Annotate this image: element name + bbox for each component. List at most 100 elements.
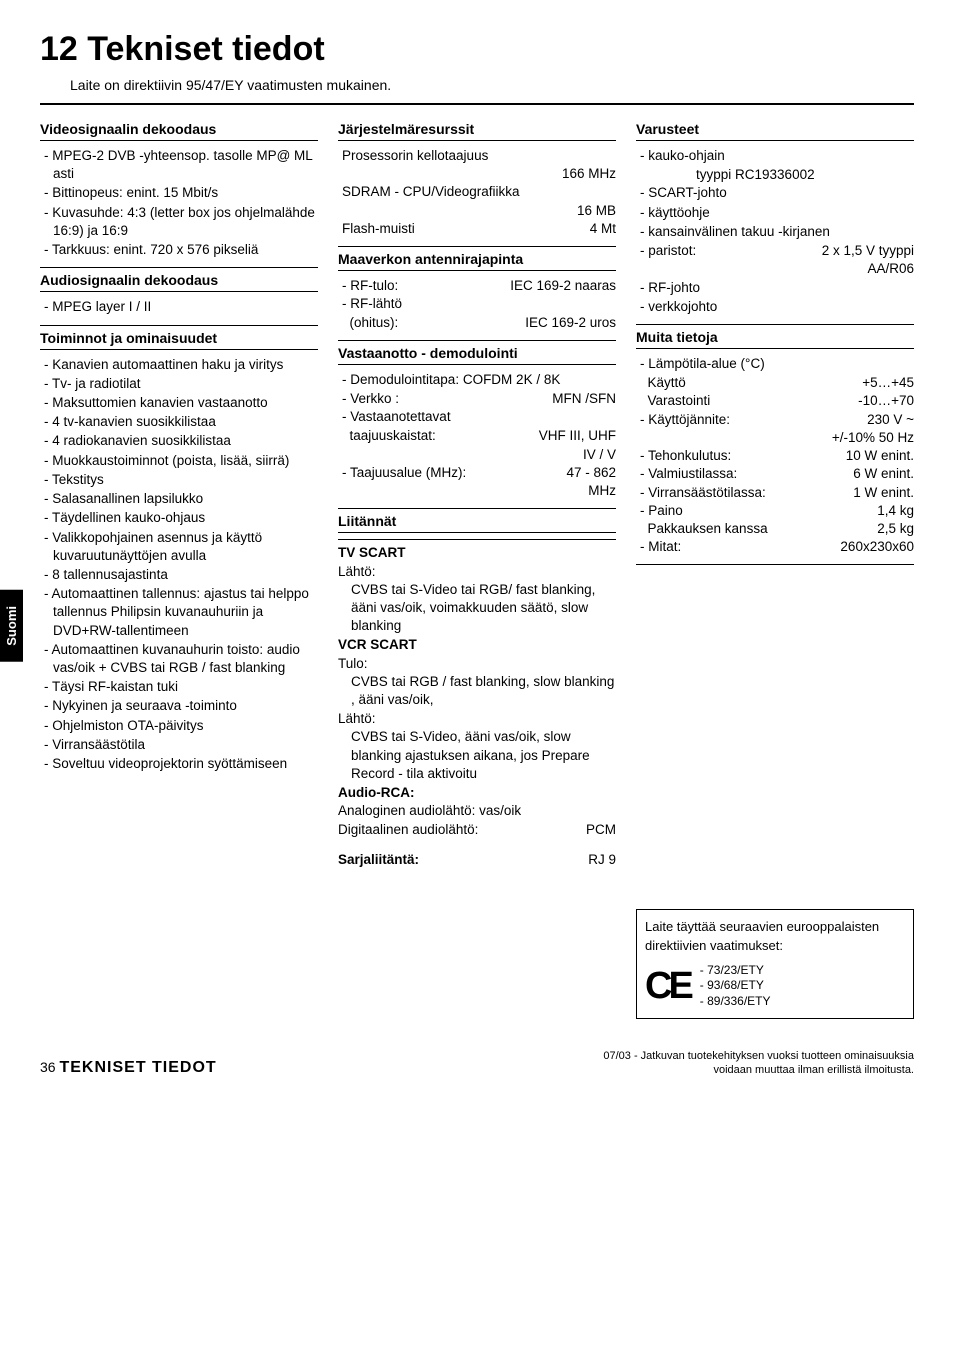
- label: Lähtö:: [338, 710, 616, 728]
- section-header: Liitännät: [338, 508, 616, 533]
- list-item: - verkkojohto: [636, 298, 914, 316]
- spec-row: - Tehonkulutus:10 W enint.: [636, 447, 914, 465]
- spec-row: Varastointi-10…+70: [636, 392, 914, 410]
- subheader: Audio-RCA:: [338, 784, 616, 802]
- spec-row: - Käyttöjännite:230 V ~: [636, 411, 914, 429]
- spec-row: 166 MHz: [338, 165, 616, 183]
- section-content: - kauko-ohjain tyyppi RC19336002 - SCART…: [636, 147, 914, 316]
- ce-mark-icon: CE: [645, 972, 690, 1001]
- list-item: - Tarkkuus: enint. 720 x 576 pikseliä: [40, 241, 318, 259]
- ce-item: - 73/23/ETY: [700, 963, 771, 979]
- list-item: - Tekstitys: [40, 471, 318, 489]
- section-content: TV SCART Lähtö: CVBS tai S-Video tai RGB…: [338, 539, 616, 869]
- page-subtitle: Laite on direktiivin 95/47/EY vaatimuste…: [70, 77, 914, 93]
- label: Tulo:: [338, 655, 616, 673]
- list-item: - Automaattinen tallennus: ajastus tai h…: [40, 585, 318, 640]
- list-item: - kansainvälinen takuu -kirjanen: [636, 223, 914, 241]
- page-title: 12 Tekniset tiedot: [40, 30, 914, 69]
- section-content: - MPEG-2 DVB -yhteensop. tasolle MP@ ML …: [40, 147, 318, 259]
- footer-note: voidaan muuttaa ilman erillistä ilmoitus…: [603, 1063, 914, 1077]
- list-item: - Ohjelmiston OTA-päivitys: [40, 717, 318, 735]
- column-1: Videosignaalin dekoodaus - MPEG-2 DVB -y…: [40, 115, 318, 1019]
- list-item: - MPEG layer I / II: [40, 298, 318, 316]
- list-item: - 8 tallennusajastinta: [40, 566, 318, 584]
- ce-text: Laite täyttää seuraavien eurooppalaisten…: [645, 918, 905, 954]
- separator-line: [40, 103, 914, 105]
- spec-row: Sarjaliitäntä: RJ 9: [338, 851, 616, 869]
- spec-row: - RF-lähtö: [338, 295, 616, 313]
- columns-container: Videosignaalin dekoodaus - MPEG-2 DVB -y…: [40, 115, 914, 1019]
- list-item: - 4 radiokanavien suosikkilistaa: [40, 432, 318, 450]
- subheader: TV SCART: [338, 544, 616, 562]
- list-item: tyyppi RC19336002: [636, 166, 914, 184]
- section-content: Prosessorin kellotaajuus 166 MHz SDRAM -…: [338, 147, 616, 238]
- subheader: VCR SCART: [338, 636, 616, 654]
- page-footer: 36 TEKNISET TIEDOT 07/03 - Jatkuvan tuot…: [40, 1049, 914, 1078]
- list-item: - Bittinopeus: enint. 15 Mbit/s: [40, 184, 318, 202]
- spec-row: (ohitus):IEC 169-2 uros: [338, 314, 616, 332]
- side-tab: Suomi: [0, 590, 23, 662]
- page-number: 36: [40, 1059, 56, 1075]
- spec-row: +/-10% 50 Hz: [636, 429, 914, 447]
- section-content: - Lämpötila-alue (°C) Käyttö+5…+45 Varas…: [636, 355, 914, 556]
- spec-row: - Mitat:260x230x60: [636, 538, 914, 556]
- list-item: - Täydellinen kauko-ohjaus: [40, 509, 318, 527]
- label: Lähtö:: [338, 563, 616, 581]
- list-item: - SCART-johto: [636, 184, 914, 202]
- list-item: - käyttöohje: [636, 204, 914, 222]
- column-2: Järjestelmäresurssit Prosessorin kellota…: [338, 115, 616, 1019]
- list-item: - Demodulointitapa: COFDM 2K / 8K: [338, 371, 616, 389]
- spec-row: - Taajuusalue (MHz):47 - 862: [338, 464, 616, 482]
- list-item: - Salasanallinen lapsilukko: [40, 490, 318, 508]
- section-header: Maaverkon antennirajapinta: [338, 246, 616, 271]
- text-block: CVBS tai RGB / fast blanking, slow blank…: [338, 673, 616, 709]
- spec-row: Käyttö+5…+45: [636, 374, 914, 392]
- spec-row: - Virransäästötilassa:1 W enint.: [636, 484, 914, 502]
- spec-row: AA/R06: [636, 260, 914, 278]
- spec-row: Prosessorin kellotaajuus: [338, 147, 616, 165]
- column-3: Varusteet - kauko-ohjain tyyppi RC193360…: [636, 115, 914, 1019]
- section-header: Varusteet: [636, 121, 914, 141]
- list-item: - Soveltuu videoprojektorin syöttämiseen: [40, 755, 318, 773]
- spec-row: IV / V: [338, 446, 616, 464]
- section-content: - MPEG layer I / II: [40, 298, 318, 316]
- list-item: - Vastaanotettavat: [338, 408, 616, 426]
- section-header: Muita tietoja: [636, 324, 914, 349]
- footer-title: TEKNISET TIEDOT: [59, 1059, 216, 1076]
- list-item: - Tv- ja radiotilat: [40, 375, 318, 393]
- list-item: - Lämpötila-alue (°C): [636, 355, 914, 373]
- ce-compliance-box: Laite täyttää seuraavien eurooppalaisten…: [636, 909, 914, 1018]
- ce-item: - 93/68/ETY: [700, 978, 771, 994]
- list-item: - MPEG-2 DVB -yhteensop. tasolle MP@ ML …: [40, 147, 318, 183]
- spec-row: taajuuskaistat:VHF III, UHF: [338, 427, 616, 445]
- section-header: Audiosignaalin dekoodaus: [40, 267, 318, 292]
- section-header: Toiminnot ja ominaisuudet: [40, 325, 318, 350]
- list-item: - Täysi RF-kaistan tuki: [40, 678, 318, 696]
- list-item: - Kuvasuhde: 4:3 (letter box jos ohjelma…: [40, 204, 318, 240]
- list-item: - Maksuttomien kanavien vastaanotto: [40, 394, 318, 412]
- footer-left: 36 TEKNISET TIEDOT: [40, 1059, 217, 1077]
- list-item: - 4 tv-kanavien suosikkilistaa: [40, 413, 318, 431]
- footer-note: 07/03 - Jatkuvan tuotekehityksen vuoksi …: [603, 1049, 914, 1063]
- list-item: - Virransäästötila: [40, 736, 318, 754]
- spec-row: SDRAM - CPU/Videografiikka: [338, 183, 616, 201]
- spec-row: - paristot:2 x 1,5 V tyyppi: [636, 242, 914, 260]
- list-item: - Muokkaustoiminnot (poista, lisää, siir…: [40, 452, 318, 470]
- ce-row: CE - 73/23/ETY - 93/68/ETY - 89/336/ETY: [645, 963, 905, 1010]
- list-item: - Automaattinen kuvanauhurin toisto: aud…: [40, 641, 318, 677]
- list-item: - Nykyinen ja seuraava -toiminto: [40, 697, 318, 715]
- list-item: - kauko-ohjain: [636, 147, 914, 165]
- spec-row: - Paino1,4 kg: [636, 502, 914, 520]
- section-content: - Demodulointitapa: COFDM 2K / 8K - Verk…: [338, 371, 616, 501]
- list-item: - RF-johto: [636, 279, 914, 297]
- section-header: Järjestelmäresurssit: [338, 121, 616, 141]
- separator-line: [636, 564, 914, 565]
- spec-row: - Verkko :MFN /SFN: [338, 390, 616, 408]
- spec-row: - Valmiustilassa:6 W enint.: [636, 465, 914, 483]
- section-header: Videosignaalin dekoodaus: [40, 121, 318, 141]
- spec-row: Pakkauksen kanssa2,5 kg: [636, 520, 914, 538]
- text-block: CVBS tai S-Video tai RGB/ fast blanking,…: [338, 581, 616, 636]
- spec-row: Digitaalinen audiolähtö:PCM: [338, 821, 616, 839]
- spec-row: 16 MB: [338, 202, 616, 220]
- list-item: - Kanavien automaattinen haku ja viritys: [40, 356, 318, 374]
